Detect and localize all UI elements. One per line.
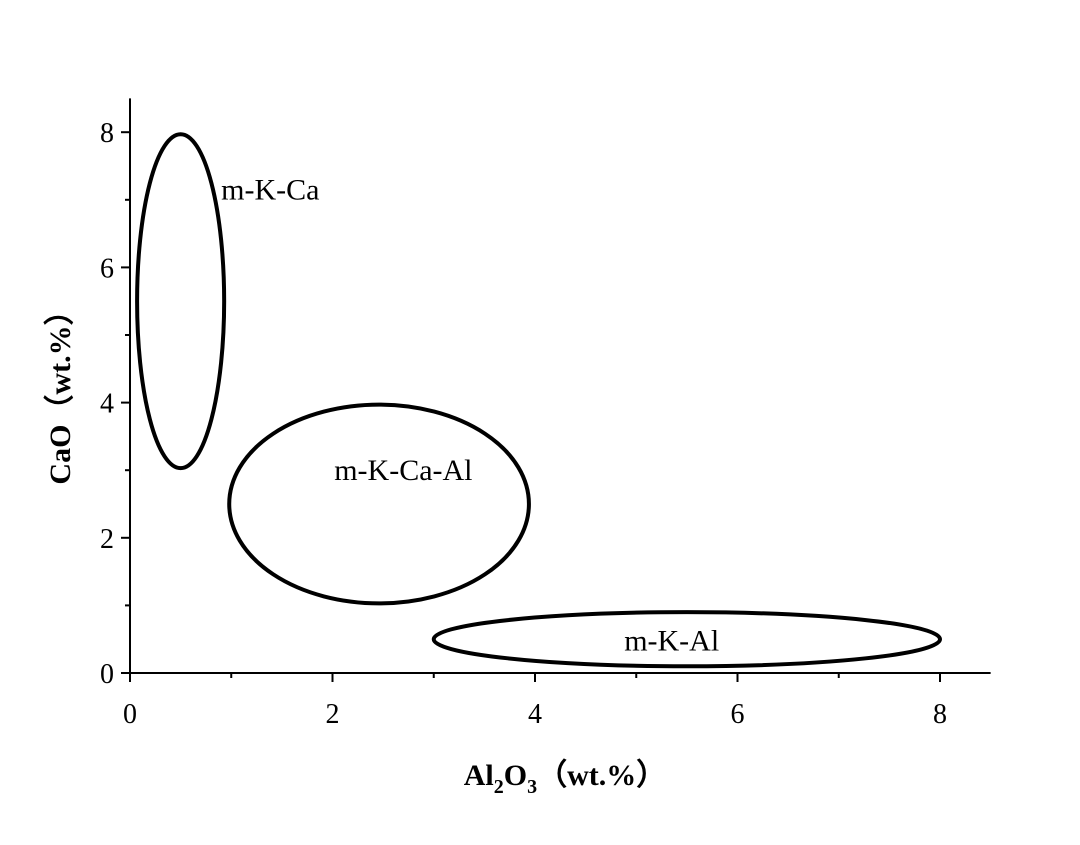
x-tick-label: 0 (123, 699, 137, 730)
x-tick-label: 8 (933, 699, 947, 730)
y-tick-label: 8 (100, 118, 114, 149)
region-ellipse (227, 402, 531, 606)
regions: m-K-Ca m-K-Ca-Al m-K-Al (135, 132, 942, 669)
y-tick-label: 6 (100, 253, 114, 284)
x-tick-label: 6 (731, 699, 745, 730)
region-label: m-K-Ca-Al (334, 454, 472, 487)
x-tick-label: 2 (326, 699, 340, 730)
region-label: m-K-Al (624, 625, 719, 658)
x-axis-label: Al2O3（wt.%） (464, 758, 667, 798)
region-label: m-K-Ca (221, 174, 319, 207)
y-axis-label: CaO（wt.%） (43, 295, 77, 484)
y-tick-label: 2 (100, 524, 114, 555)
region-ellipse (431, 610, 942, 669)
x-tick-label: 4 (528, 699, 542, 730)
y-tick-label: 0 (100, 659, 114, 690)
y-tick-label: 4 (100, 389, 114, 420)
axes: 0 2 4 6 8 0 2 4 6 8 (100, 98, 991, 730)
region-ellipse (135, 132, 227, 471)
